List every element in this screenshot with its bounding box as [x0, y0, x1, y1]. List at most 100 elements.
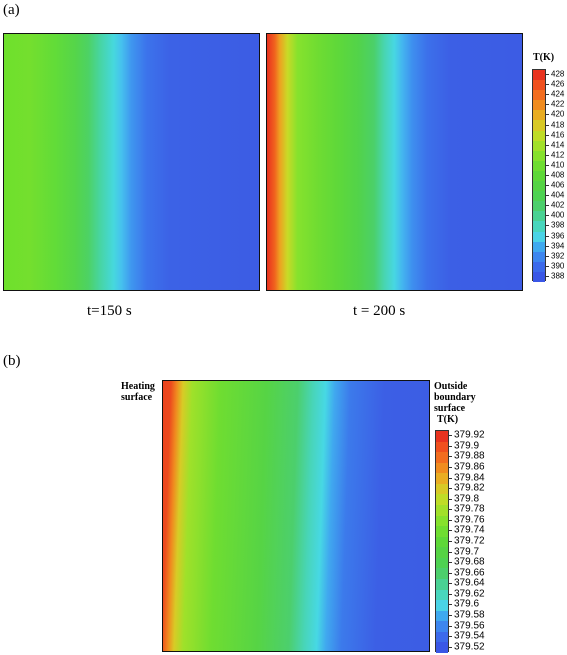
colorbar-segment [436, 600, 448, 612]
colorbar-segment [436, 483, 448, 495]
colorbar-tick-label: 379.88 [454, 450, 485, 462]
colorbar-tick-label: 412 [551, 150, 565, 160]
colorbar-segment [436, 462, 448, 474]
colorbar-segment [436, 536, 448, 548]
colorbar-tick-label: 379.72 [454, 535, 485, 547]
colorbar-tick-mark [449, 488, 452, 490]
colorbar-tick-mark [449, 636, 452, 638]
colorbar-tick-label: 424 [551, 89, 565, 99]
colorbar-segment [436, 631, 448, 643]
colorbar-tick-label: 398 [551, 220, 565, 230]
colorbar-tick-mark [449, 498, 452, 500]
colorbar-tick-mark [449, 541, 452, 542]
colorbar-segment [436, 621, 448, 633]
colorbar-segment [436, 431, 448, 443]
colorbar-tick-mark [546, 275, 549, 277]
colorbar-b: 379.92 379.9 379.88 379.86 379.84 379.82 379.8… [435, 430, 485, 654]
colorbar-tick-mark [449, 604, 452, 606]
colorbar-tick-label: 410 [551, 160, 565, 170]
colorbar-tick-mark [449, 467, 452, 468]
colorbar-tick-mark [546, 144, 549, 146]
colorbar-tick-label: 404 [551, 190, 565, 200]
colorbar-tick-mark [449, 562, 452, 564]
contour-plot-steady [162, 380, 430, 652]
heating-surface-label: Heating surface [121, 381, 155, 403]
colorbar-tick-mark [546, 205, 549, 207]
colorbar-tick-mark [449, 519, 452, 521]
colorbar-tick-mark [546, 265, 549, 267]
colorbar-tick-label: 379.78 [454, 503, 485, 515]
colorbar-tick-mark [449, 477, 452, 479]
colorbar-segment [436, 557, 448, 569]
colorbar-tick-label: 379.8 [454, 493, 480, 505]
colorbar-tick-label: 420 [551, 109, 565, 119]
colorbar-tick-mark [546, 114, 549, 116]
colorbar-segment [533, 241, 545, 253]
caption-t200: t = 200 s [353, 303, 406, 319]
colorbar-tick-label: 394 [551, 241, 565, 251]
colorbar-tick-label: 408 [551, 170, 565, 180]
colorbar-segment [533, 191, 545, 202]
colorbar-segment [436, 547, 448, 559]
colorbar-tick-label: 428 [551, 69, 565, 79]
colorbar-segment [436, 642, 448, 654]
colorbar-segment [436, 473, 448, 485]
colorbar-tick-mark [449, 615, 452, 616]
colorbar-tick-label: 418 [551, 120, 565, 130]
colorbar-tick-label: 400 [551, 210, 565, 220]
colorbar-tick-mark [546, 134, 549, 136]
colorbar-tick-mark [449, 435, 452, 437]
colorbar-a: 428 426 424 422 420 418 416 414 412 410 408 406 404 4… [532, 69, 564, 283]
colorbar-segment [436, 589, 448, 601]
colorbar-tick-label: 426 [551, 79, 565, 89]
colorbar-tick-mark [546, 195, 549, 197]
colorbar-gradient [532, 69, 546, 283]
colorbar-tick-label: 379.82 [454, 482, 485, 494]
colorbar-tick-label: 379.54 [454, 630, 485, 642]
colorbar-tick-mark [449, 593, 452, 595]
colorbar-segment [533, 221, 545, 233]
colorbar-segment [533, 251, 545, 263]
colorbar-segment [533, 150, 545, 162]
outside-boundary-surface-label: Outside boundary surface [434, 381, 476, 414]
colorbar-tick-label: 379.58 [454, 609, 485, 621]
colorbar-tick-label: 379.6 [454, 598, 480, 610]
colorbar-segment [533, 231, 545, 243]
colorbar-segment [436, 568, 448, 580]
colorbar-tick-mark [546, 235, 549, 237]
colorbar-tick-label: 379.9 [454, 440, 480, 452]
colorbar-segment [436, 494, 448, 506]
colorbar-tick-label: 379.68 [454, 556, 485, 568]
colorbar-tick-mark [546, 84, 549, 86]
colorbar-tick-label: 422 [551, 99, 565, 109]
colorbar-segment [533, 160, 545, 172]
colorbar-segment [436, 441, 448, 453]
caption-t150: t=150 s [87, 303, 132, 319]
colorbar-tick-mark [546, 124, 549, 126]
colorbar-tick-mark [449, 445, 452, 447]
colorbar-tick-mark [546, 245, 549, 247]
colorbar-tick-mark [546, 175, 549, 176]
colorbar-tick-mark [546, 104, 549, 106]
colorbar-tick-mark [449, 530, 452, 532]
colorbar-b-title: T(K) [437, 414, 459, 425]
colorbar-tick-mark [546, 185, 549, 187]
colorbar-tick-mark [546, 255, 549, 257]
colorbar-segment [533, 140, 545, 152]
colorbar-segment [436, 505, 448, 517]
colorbar-segment [533, 130, 545, 142]
colorbar-tick-label: 379.52 [454, 641, 485, 653]
colorbar-segment [533, 120, 545, 132]
colorbar-segment [533, 110, 545, 121]
colorbar-tick-label: 390 [551, 261, 565, 271]
colorbar-segment [436, 610, 448, 622]
colorbar-tick-label: 379.92 [454, 429, 485, 441]
colorbar-tick-mark [546, 74, 549, 76]
colorbar-segment [436, 579, 448, 591]
colorbar-tick-label: 388 [551, 271, 565, 281]
colorbar-segment [436, 526, 448, 538]
colorbar-segment [533, 100, 545, 111]
colorbar-tick-mark [449, 456, 452, 458]
colorbar-tick-label: 392 [551, 251, 565, 261]
colorbar-tick-mark [449, 646, 452, 648]
